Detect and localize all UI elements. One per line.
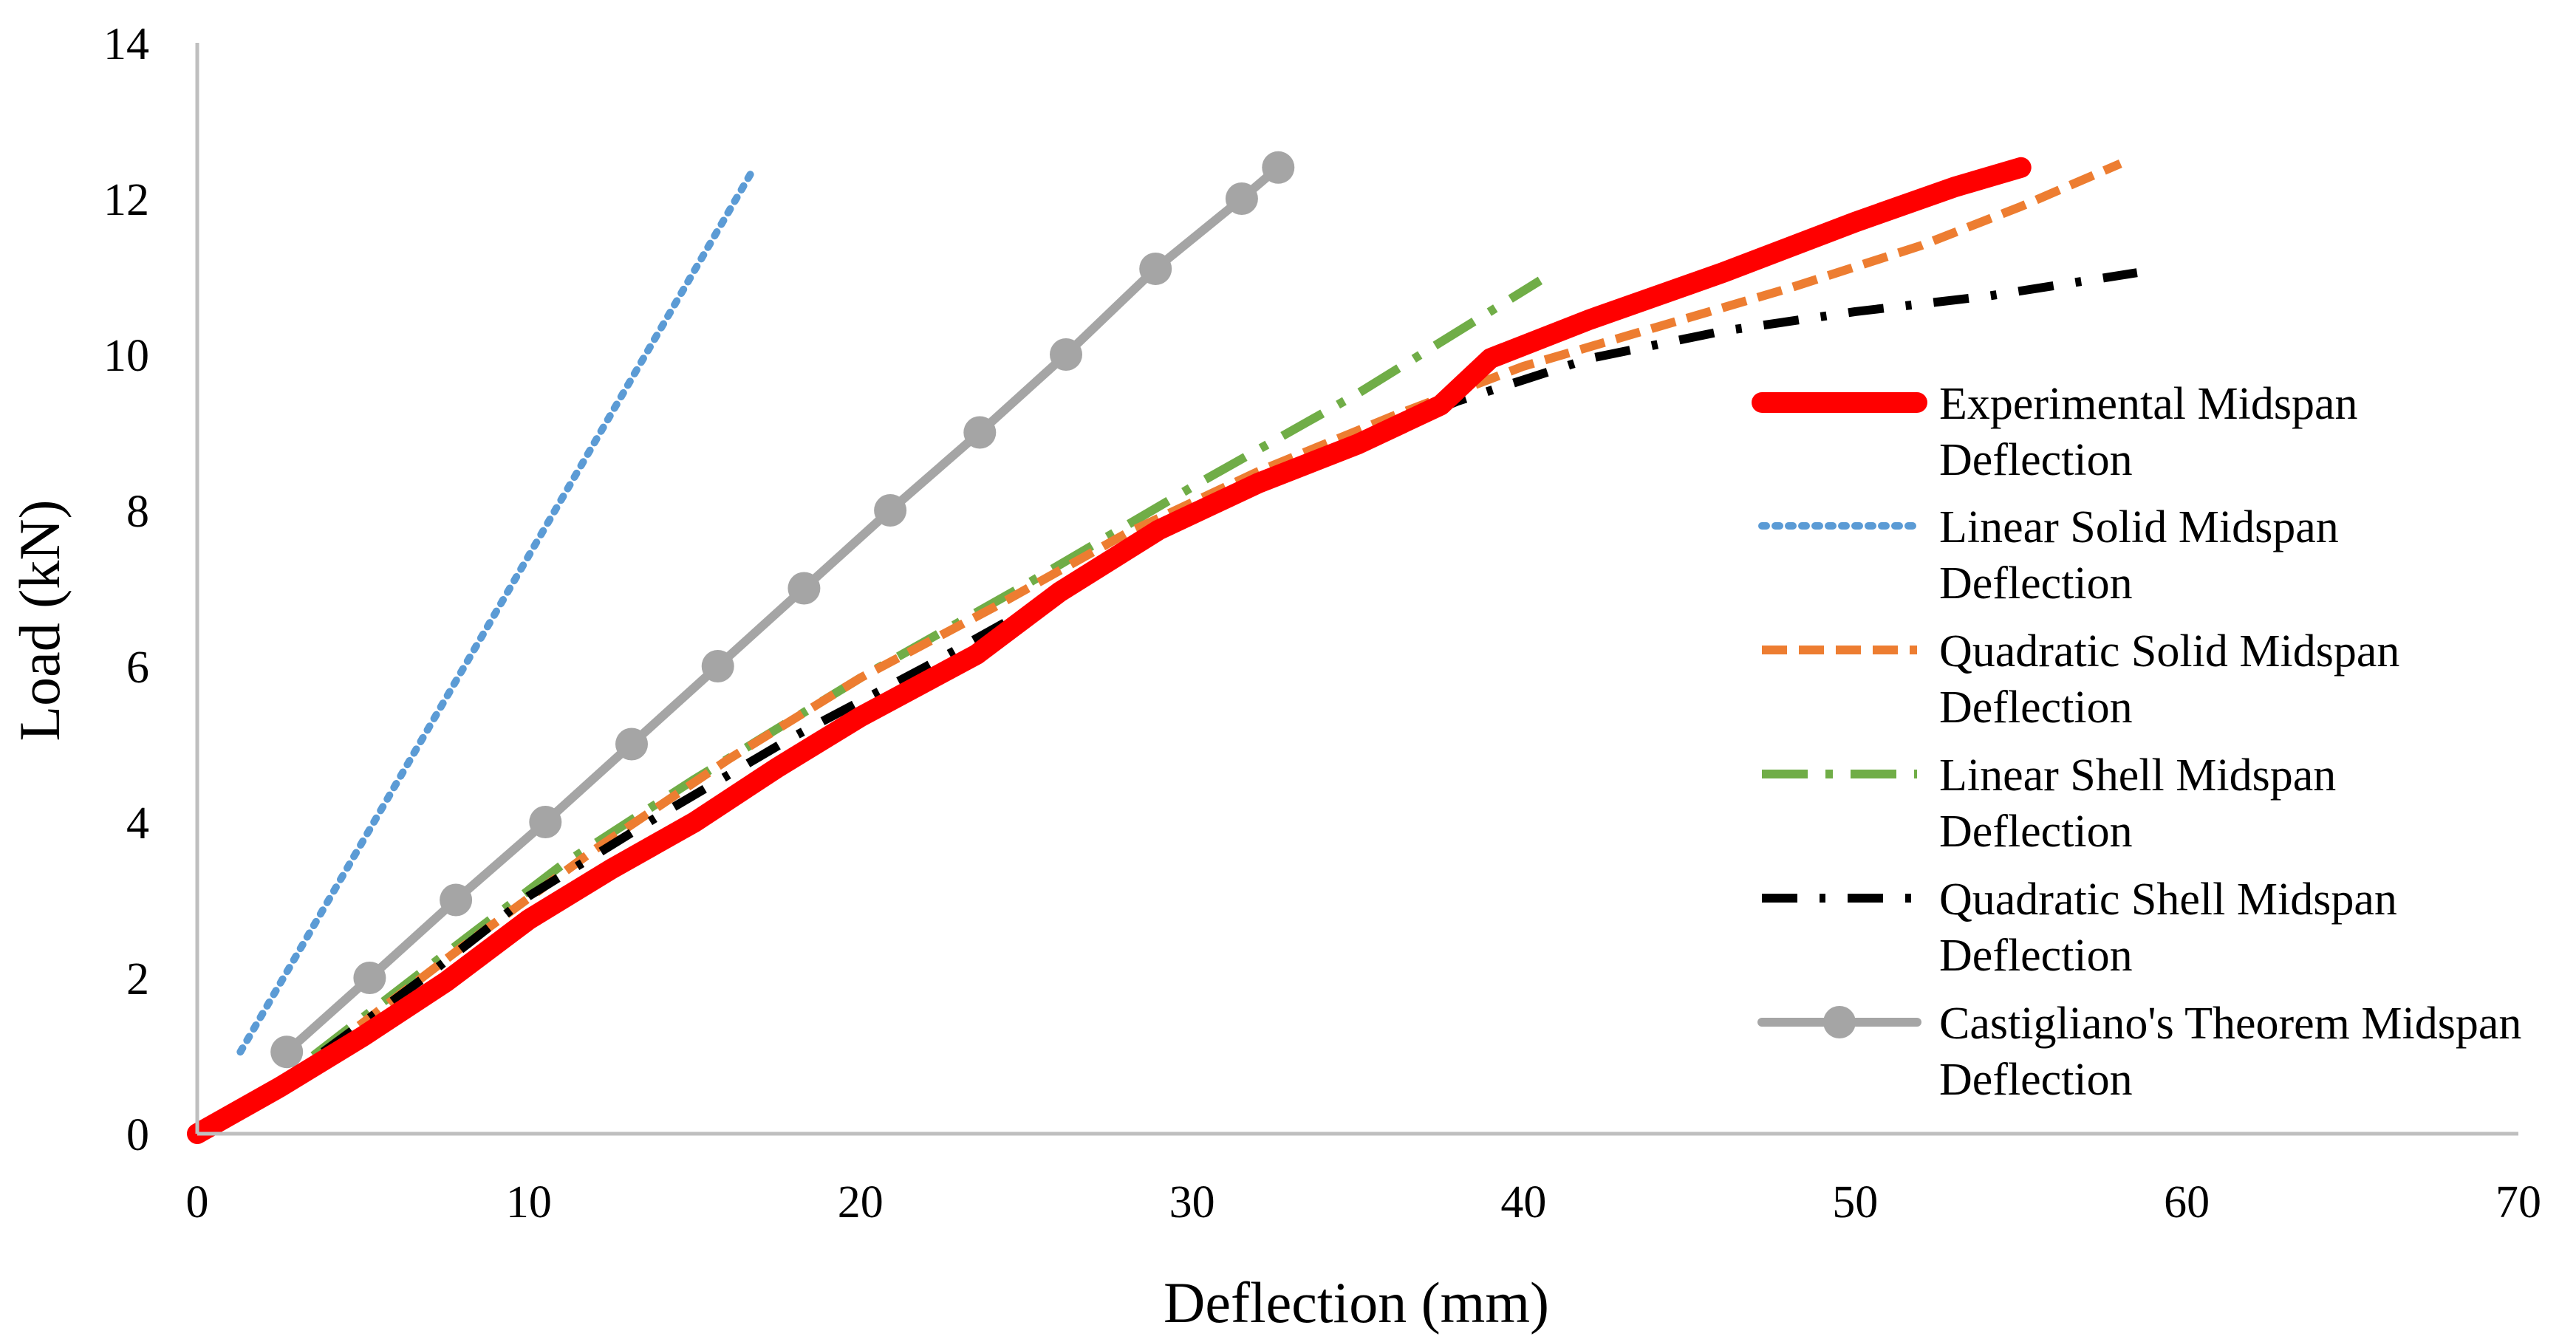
axes (195, 43, 2518, 1136)
legend-label: Deflection (1939, 1055, 2133, 1105)
data-point (1225, 182, 1258, 215)
data-point (1139, 252, 1172, 285)
legend-label: Deflection (1939, 558, 2133, 609)
x-tick-label: 40 (1500, 1177, 1546, 1228)
y-axis-title: Load (kN) (7, 499, 72, 741)
x-tick-label: 10 (506, 1177, 552, 1228)
data-point (788, 572, 821, 605)
legend-label: Deflection (1939, 682, 2133, 733)
data-point (615, 728, 649, 761)
legend-label: Deflection (1939, 435, 2133, 485)
series-layer (187, 151, 2138, 1144)
legend-label: Deflection (1939, 931, 2133, 981)
x-tick-label: 0 (186, 1177, 209, 1228)
data-point (353, 962, 386, 994)
y-tick-label: 12 (103, 175, 149, 225)
x-tick-label: 50 (1832, 1177, 1878, 1228)
data-point (701, 650, 734, 682)
data-point (1050, 338, 1083, 371)
legend-marker (1823, 1006, 1856, 1038)
legend-label: Quadratic Shell Midspan (1939, 874, 2397, 925)
legend-label: Quadratic Solid Midspan (1939, 626, 2399, 677)
x-tick-label: 20 (838, 1177, 884, 1228)
y-tick-label: 8 (126, 487, 149, 537)
series-line-5 (282, 162, 1283, 1057)
data-point (1262, 151, 1295, 184)
series-line-4 (321, 268, 2138, 1056)
y-tick-label: 10 (103, 331, 149, 381)
series-line-2 (327, 160, 2122, 1052)
legend-label: Linear Shell Midspan (1939, 750, 2336, 801)
data-point (963, 416, 997, 449)
data-point (440, 883, 473, 917)
x-tick-label: 60 (2164, 1177, 2210, 1228)
legend-label: Castigliano's Theorem Midspan (1939, 999, 2521, 1049)
series-line-1 (236, 163, 759, 1056)
legend-label: Experimental Midspan (1939, 379, 2357, 429)
y-tick-label: 14 (103, 19, 149, 69)
legend-label: Linear Solid Midspan (1939, 502, 2339, 552)
x-tick-label: 70 (2495, 1177, 2541, 1228)
data-point (270, 1035, 304, 1069)
data-point (874, 494, 907, 527)
legend-label: Deflection (1939, 807, 2133, 857)
legend: Experimental Midspan Deflection Linear Sol… (1752, 379, 2521, 1105)
x-tick-label: 30 (1169, 1177, 1215, 1228)
y-tick-label: 0 (126, 1110, 149, 1160)
x-axis-title: Deflection (mm) (1164, 1270, 1549, 1335)
y-tick-label: 4 (126, 798, 149, 849)
series-line-0 (187, 157, 2032, 1144)
data-point (529, 806, 562, 838)
y-tick-label: 6 (126, 643, 149, 693)
y-tick-label: 2 (126, 954, 149, 1004)
tick-labels: 0 10 20 30 40 50 60 70 0 2 4 6 8 10 12 14 (103, 19, 2541, 1228)
